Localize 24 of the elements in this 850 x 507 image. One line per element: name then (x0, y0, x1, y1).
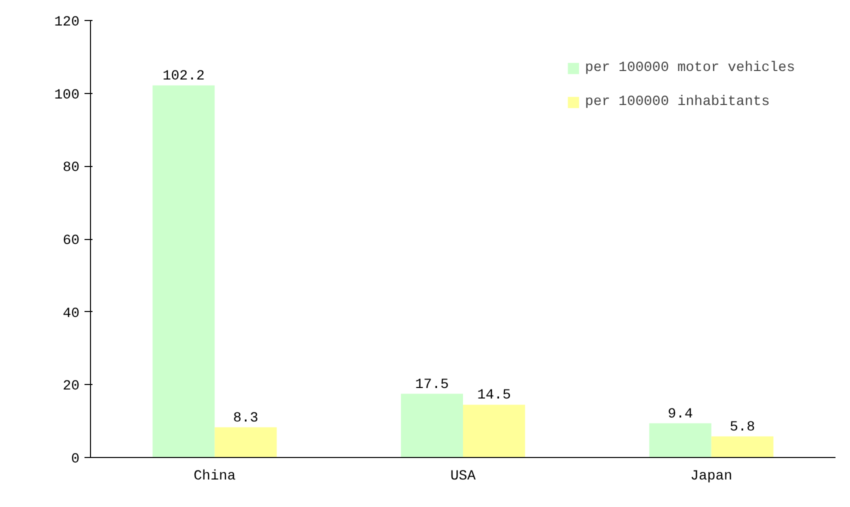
x-tick-label: China (194, 468, 236, 484)
bar (152, 85, 215, 458)
x-tick-label: USA (450, 468, 476, 484)
bar (463, 404, 526, 458)
data-label: 8.3 (233, 410, 258, 426)
bar (400, 394, 463, 458)
data-label: 14.5 (477, 388, 511, 404)
y-tick-label: 100 (54, 87, 80, 104)
legend-label: per 100000 inhabitants (584, 94, 770, 110)
data-label: 17.5 (415, 376, 449, 393)
y-tick-label: 0 (71, 452, 80, 468)
y-tick-label: 40 (62, 306, 80, 322)
y-tick-label: 60 (62, 233, 80, 249)
data-label: 5.8 (730, 419, 755, 436)
legend-label: per 100000 motor vehicles (584, 60, 795, 76)
y-tick-label: 80 (62, 160, 80, 176)
x-tick-label: Japan (690, 468, 732, 484)
bar (214, 427, 277, 458)
data-label: 9.4 (668, 406, 693, 422)
bar (649, 423, 712, 458)
bar (711, 436, 774, 458)
data-label: 102.2 (162, 68, 205, 84)
y-tick-label: 120 (54, 14, 80, 30)
y-tick-label: 20 (62, 378, 80, 395)
